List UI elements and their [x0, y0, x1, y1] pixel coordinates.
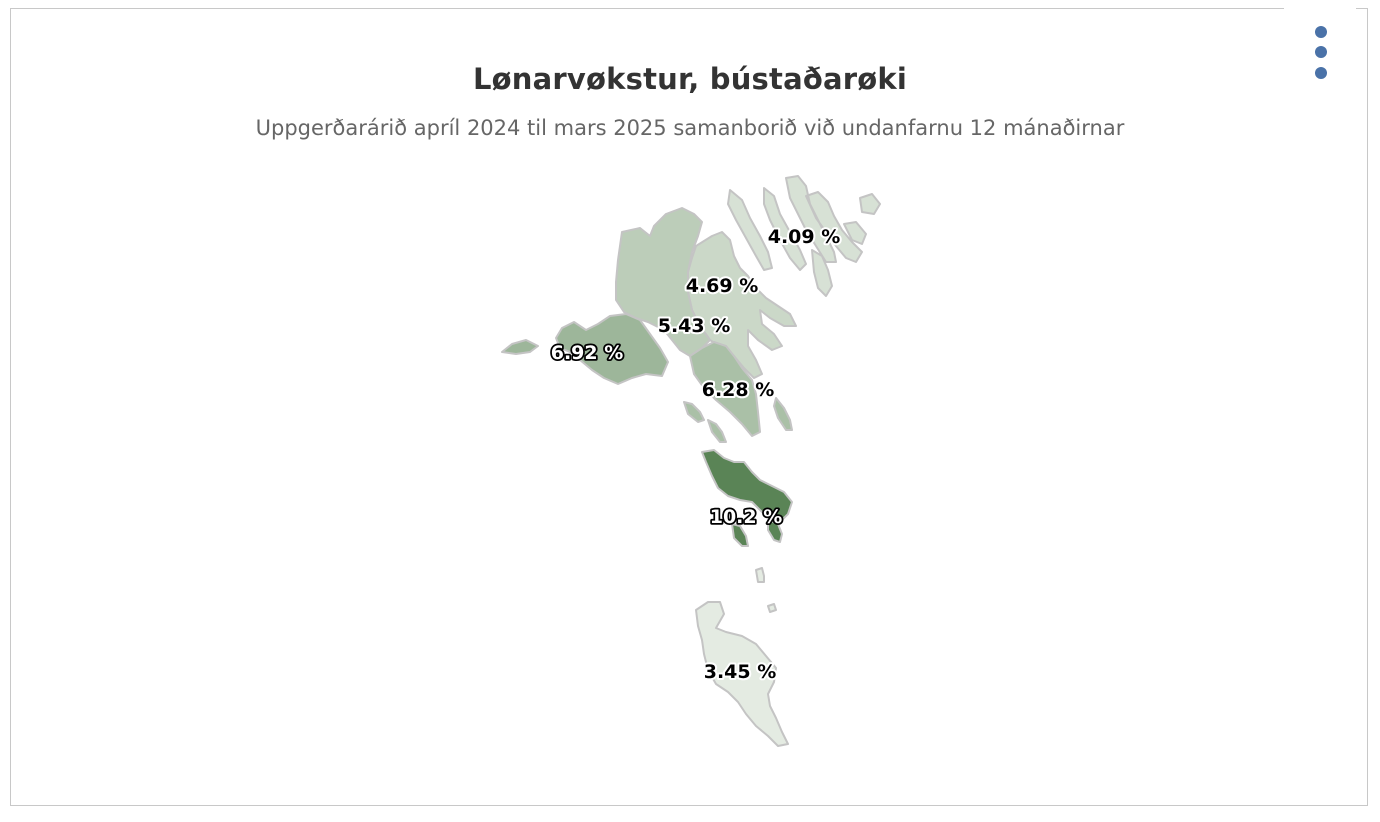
label-sandoy: 10.2 % [710, 506, 783, 528]
chart-title: Lønarvøkstur, bústaðarøki [473, 62, 907, 96]
region-suduroy[interactable] [695, 567, 789, 747]
label-nordstreymoy: 5.43 % [658, 315, 731, 337]
label-nordoyggjar: 4.09 % [768, 226, 841, 248]
region-sandoy[interactable] [701, 449, 793, 547]
more-vertical-icon [1315, 67, 1327, 79]
label-eysturoy: 4.69 % [686, 275, 759, 297]
chart-subtitle: Uppgerðarárið apríl 2024 til mars 2025 s… [255, 116, 1125, 140]
region-sudurstreymoy[interactable] [683, 341, 793, 443]
label-suduroy: 3.45 % [704, 661, 777, 683]
label-vagar: 6.92 % [551, 342, 624, 364]
chart-menu-button[interactable] [1284, 0, 1356, 90]
region-nordoyggjar[interactable] [727, 175, 881, 297]
more-vertical-icon [1315, 26, 1327, 38]
label-sudurstreymoy: 6.28 % [702, 379, 775, 401]
more-vertical-icon [1315, 46, 1327, 58]
region-vagar[interactable] [501, 313, 669, 385]
